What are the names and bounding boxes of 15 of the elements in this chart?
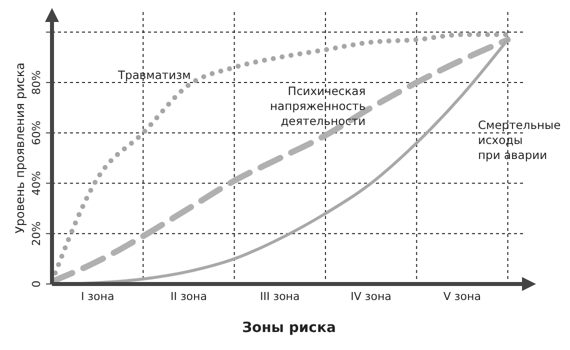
x-tick-label: II зона — [170, 290, 207, 303]
y-tick-label: 60% — [30, 120, 43, 146]
x-tick-label: I зона — [80, 290, 114, 303]
y-tick-label: 80% — [30, 70, 43, 95]
x-tick-label: III зона — [260, 290, 300, 303]
y-tick-label: 20% — [30, 221, 43, 246]
series-label: Травматизм — [118, 68, 191, 83]
y-tick-label: 0 — [30, 280, 43, 288]
x-axis-title: Зоны риска — [242, 320, 336, 336]
series-label: Психическая напряженность деятельности — [270, 84, 366, 129]
x-tick-label: V зона — [443, 290, 481, 303]
y-axis-title: Уровень проявления риска — [13, 62, 27, 234]
text: Смертельные исходы при аварии — [478, 118, 561, 163]
x-tick-label: IV зона — [350, 290, 392, 303]
y-tick-label: 40% — [30, 171, 43, 196]
